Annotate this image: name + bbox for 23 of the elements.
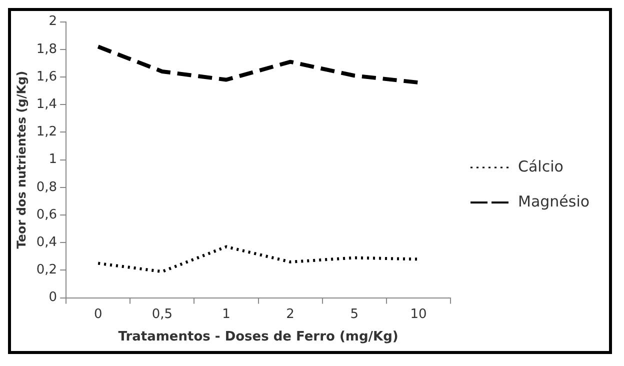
y-tick-label: 1,8 [36,42,58,57]
y-tick-label: 1,2 [36,124,58,140]
x-tick-label: 10 [410,306,427,322]
legend-label: Cálcio [518,157,564,176]
y-tick-label: 0,6 [36,207,58,222]
y-tick-label: 0 [48,290,58,306]
x-tick-label: 2 [286,306,294,322]
y-tick-label: 0,8 [36,180,58,195]
line-series [96,44,420,85]
x-tick-label: 5 [350,306,359,322]
x-tick-label: 0,5 [152,306,173,322]
x-tick-label: 0 [94,306,102,322]
x-axis-title: Tratamentos - Doses de Ferro (mg/Kg) [118,330,398,345]
y-tick-label: 0,4 [36,234,58,250]
x-tick-label: 1 [222,306,230,322]
line-series [96,245,420,274]
y-axis-title: Teor dos nutrientes (g/Kg) [14,70,28,249]
y-tick-label: 1 [48,152,58,168]
y-tick-label: 2 [48,14,58,30]
legend-label: Magnésio [518,192,590,210]
y-tick-label: 1,6 [36,69,58,84]
y-tick-label: 0,2 [36,262,58,278]
y-tick-label: 1,4 [36,96,58,112]
